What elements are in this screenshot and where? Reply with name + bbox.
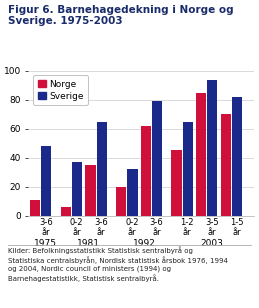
Bar: [72, 162, 82, 216]
Text: 1981: 1981: [77, 239, 100, 248]
Bar: [127, 169, 138, 216]
Bar: [30, 200, 40, 216]
Bar: [85, 165, 96, 216]
Text: Figur 6. Barnehagedekning i Norge og
Sverige. 1975-2003: Figur 6. Barnehagedekning i Norge og Sve…: [8, 5, 233, 26]
Bar: [41, 146, 52, 216]
Bar: [207, 79, 218, 216]
Bar: [196, 92, 206, 216]
Text: Kilder: Befolkningsstatistikk Statistisk sentralbyrå og
Statistiska centralsbyrå: Kilder: Befolkningsstatistikk Statistisk…: [8, 246, 228, 282]
Bar: [116, 187, 126, 216]
Bar: [232, 97, 242, 216]
Bar: [152, 101, 162, 216]
Text: 1992: 1992: [133, 239, 156, 248]
Bar: [221, 114, 231, 216]
Text: 2003: 2003: [200, 239, 223, 248]
Bar: [141, 126, 151, 216]
Text: 1975: 1975: [34, 239, 57, 248]
Bar: [183, 122, 193, 216]
Bar: [61, 207, 71, 216]
Bar: [97, 122, 107, 216]
Bar: [171, 151, 182, 216]
Legend: Norge, Sverige: Norge, Sverige: [33, 75, 88, 105]
